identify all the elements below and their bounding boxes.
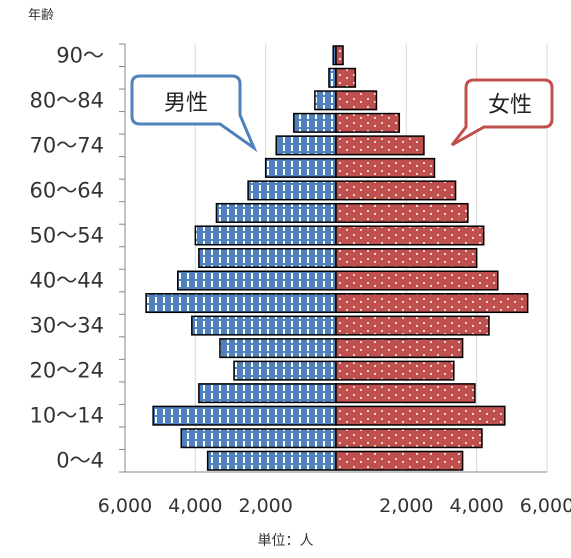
male-legend-label: 男性	[164, 91, 208, 116]
female-bar-50~54	[335, 225, 485, 246]
female-bar-55~59	[335, 202, 469, 223]
male-bar-5~9	[180, 428, 337, 449]
y-axis-label: 年齢	[28, 8, 55, 23]
y-tick-label: 0～4	[56, 449, 104, 473]
x-tick-label: 4,000	[449, 495, 503, 517]
male-bar-15~19	[198, 383, 337, 404]
male-bar-55~59	[215, 202, 337, 223]
female-bar-20~24	[335, 360, 455, 381]
bars	[145, 45, 529, 471]
x-axis-label: 単位：人	[257, 533, 314, 549]
female-bar-80~84	[335, 90, 378, 111]
x-tick-label: 2,000	[379, 495, 433, 517]
female-bar-0~4	[335, 450, 464, 471]
female-bar-75~79	[335, 112, 401, 133]
female-bar-30~34	[335, 315, 490, 336]
tick-labels: 0～4 10～14 20～24 30～34 40～44 50～54 60～64 70～74 80…	[30, 43, 571, 517]
male-bar-70~74	[275, 135, 337, 156]
female-bar-70~74	[335, 135, 425, 156]
male-bar-30~34	[191, 315, 337, 336]
x-tick-label: 6,000	[98, 495, 152, 517]
female-bar-60~64	[335, 180, 457, 201]
y-tick-label: 30～34	[30, 314, 104, 338]
male-bar-60~64	[247, 180, 337, 201]
female-bar-10~14	[335, 405, 506, 426]
x-tick-label: 2,000	[238, 495, 292, 517]
y-tick-label: 40～44	[30, 269, 104, 293]
male-bar-85~89	[328, 67, 337, 88]
male-bar-10~14	[152, 405, 337, 426]
male-callout: 男性	[130, 74, 258, 153]
y-tick-label: 90～	[56, 43, 104, 67]
x-tick-label: 6,000	[520, 495, 571, 517]
male-bar-35~39	[145, 293, 337, 314]
male-bar-75~79	[293, 112, 337, 133]
female-bar-45~49	[335, 247, 478, 269]
y-tick-label: 80～84	[30, 88, 104, 112]
female-bar-65~69	[335, 157, 436, 178]
male-bar-40~44	[177, 270, 337, 291]
female-bar-5~9	[335, 428, 483, 449]
y-tick-label: 10～14	[30, 404, 104, 428]
male-bar-50~54	[194, 225, 337, 246]
female-bar-25~29	[335, 338, 464, 359]
x-tick-label: 4,000	[168, 495, 222, 517]
female-bar-35~39	[335, 293, 529, 314]
male-bar-20~24	[233, 360, 337, 381]
y-tick-label: 20～24	[30, 359, 104, 383]
female-bar-40~44	[335, 270, 499, 291]
male-bar-25~29	[219, 338, 337, 359]
male-bar-80~84	[314, 90, 337, 111]
male-bar-0~4	[206, 450, 337, 471]
female-bar-85~89	[335, 67, 357, 88]
female-legend-label: 女性	[488, 93, 532, 118]
female-callout: 女性	[450, 78, 554, 147]
y-tick-label: 70～74	[30, 133, 104, 157]
female-bar-15~19	[335, 383, 476, 404]
male-bar-45~49	[198, 247, 337, 269]
axes	[119, 43, 547, 473]
male-bar-65~69	[264, 157, 337, 178]
y-tick-label: 60～64	[30, 178, 104, 202]
female-bar-90~	[335, 45, 344, 66]
y-tick-label: 50～54	[30, 223, 104, 247]
